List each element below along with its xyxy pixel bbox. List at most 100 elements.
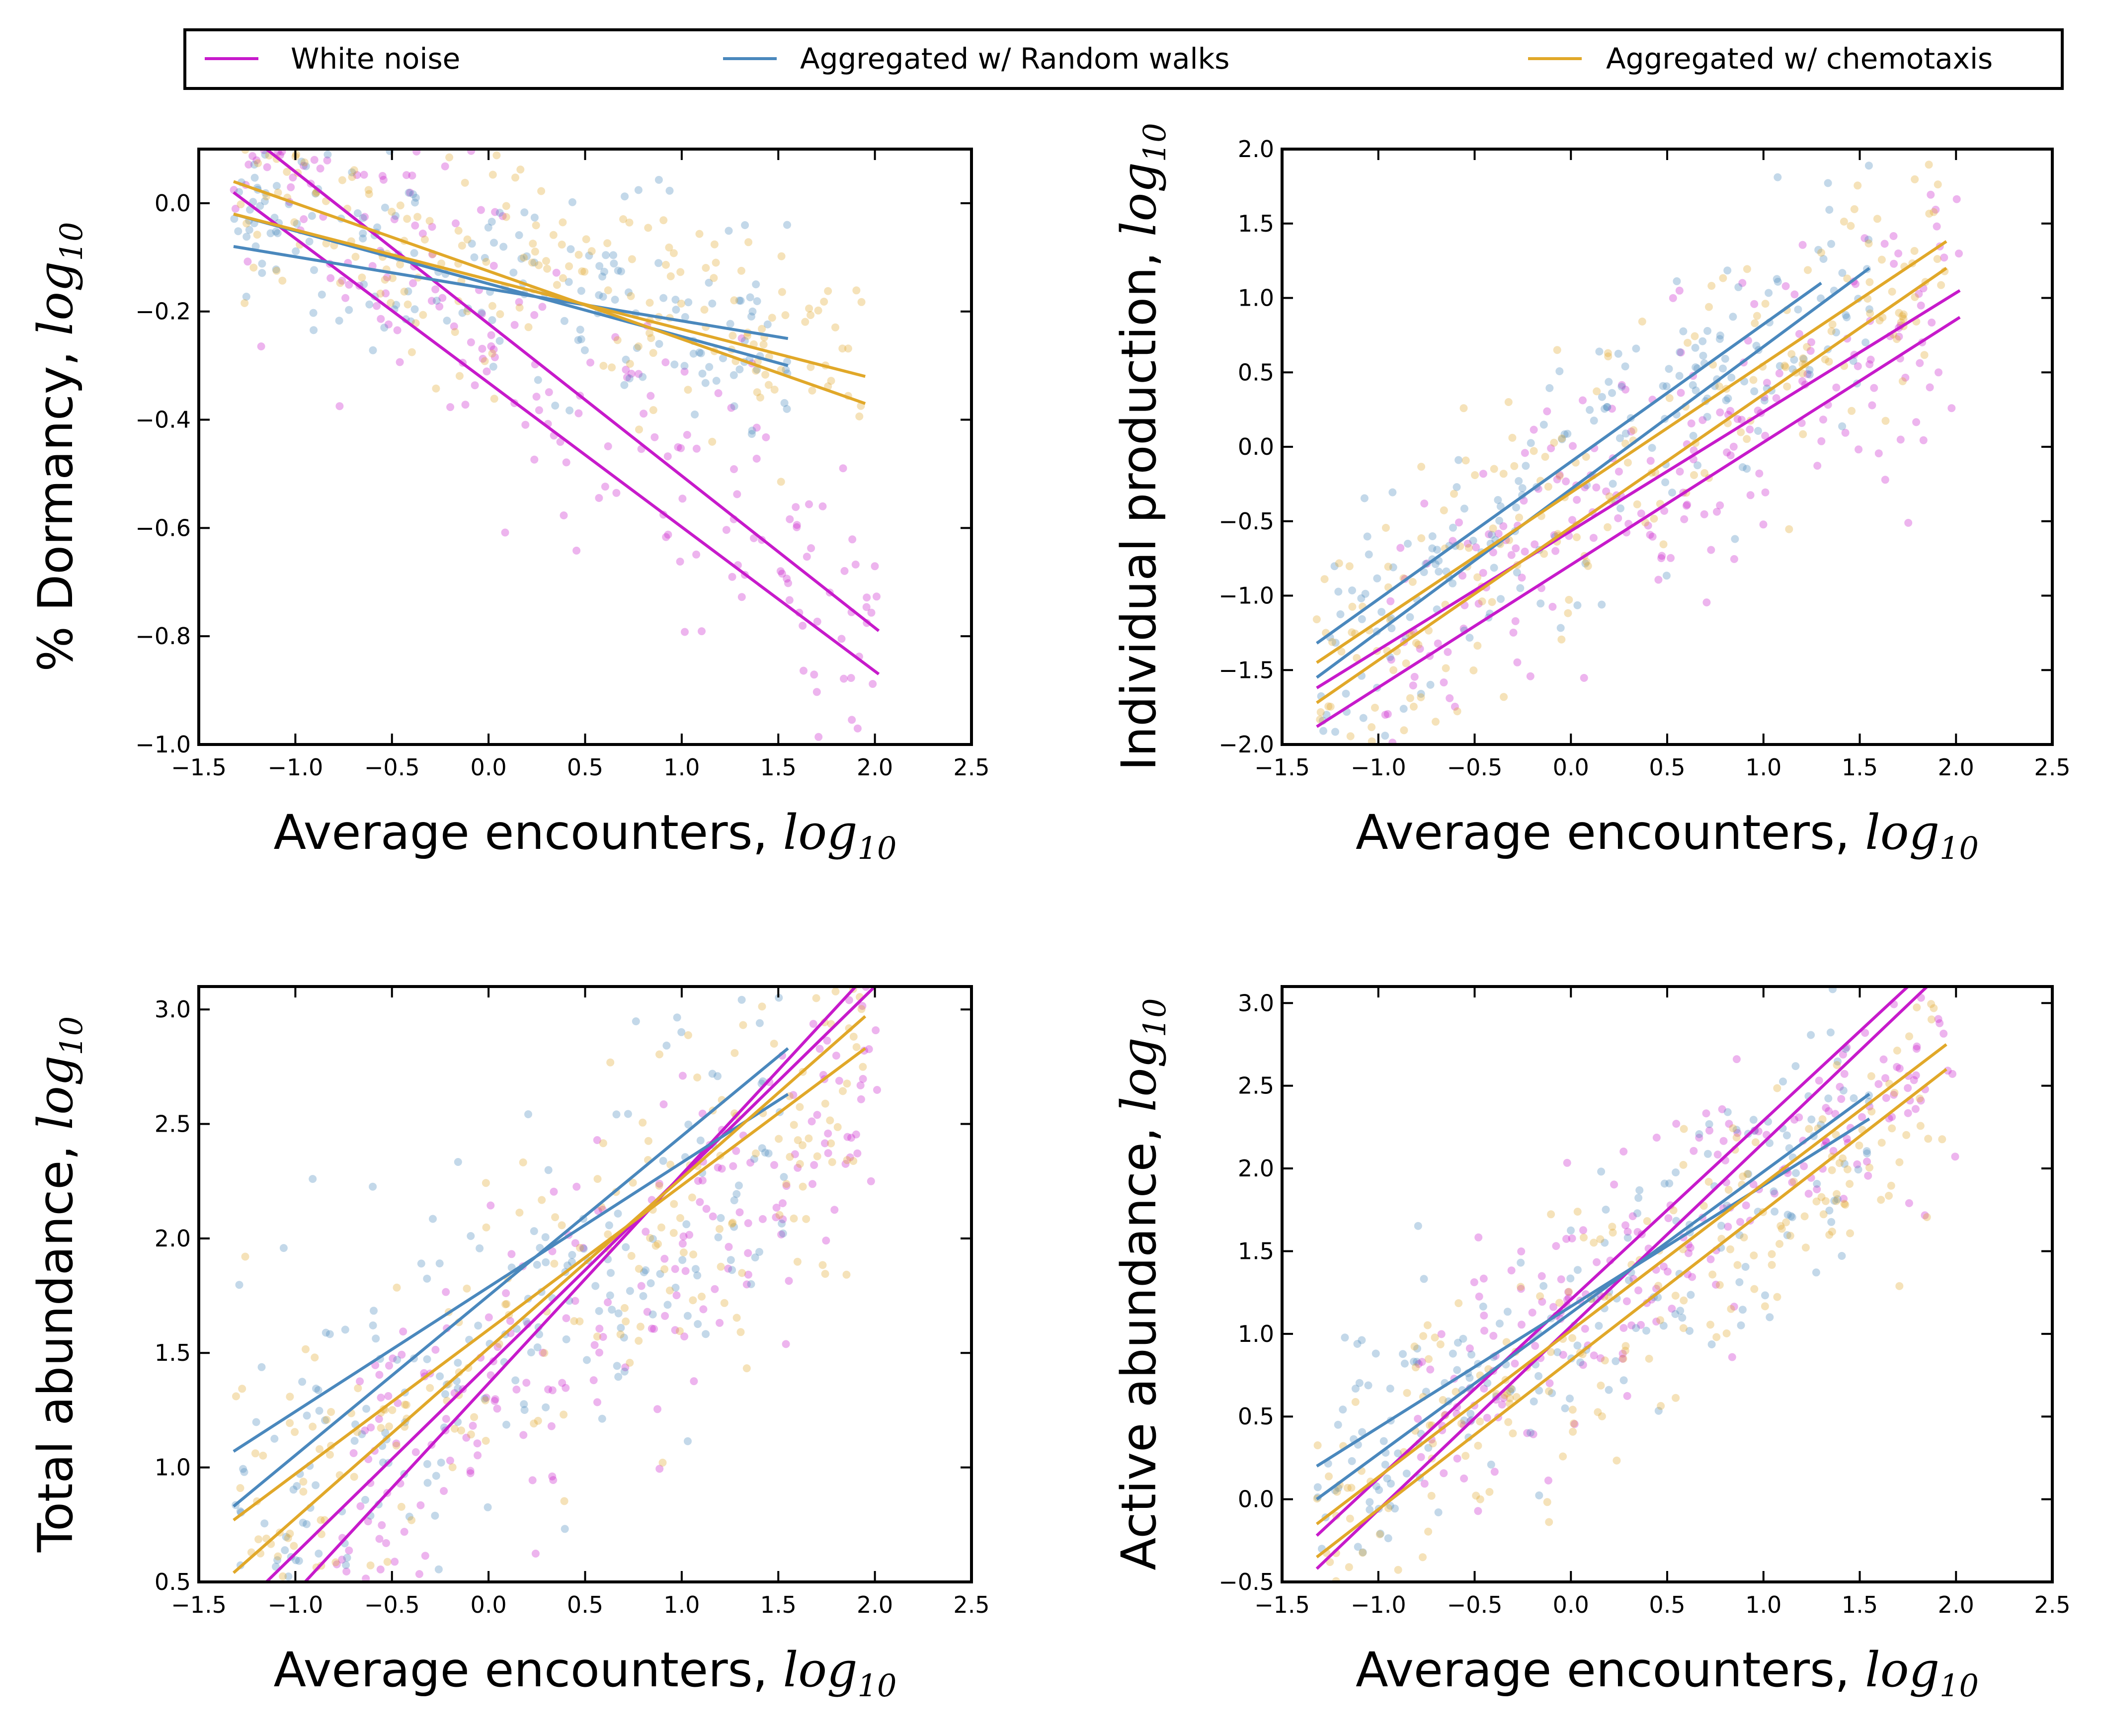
- active-abundance-white-noise-point: [1881, 1074, 1889, 1082]
- total-abundance-random-walks-point: [693, 1271, 702, 1280]
- dormancy-random-walks-point: [409, 190, 417, 198]
- dormancy-white-noise-point: [498, 212, 507, 220]
- active-abundance-chemotaxis-point: [1833, 1190, 1841, 1198]
- active-abundance-chemotaxis-point: [1867, 1107, 1876, 1116]
- active-abundance-white-noise-point: [1889, 1090, 1898, 1099]
- dormancy-random-walks-point: [273, 229, 282, 238]
- individual-production-white-noise-point: [1667, 554, 1675, 562]
- active-abundance-random-walks-point: [1503, 1308, 1512, 1316]
- total-abundance-random-walks-point: [758, 1144, 766, 1153]
- dormancy-xtick-label: 2.0: [857, 754, 893, 781]
- dormancy-white-noise-point: [373, 302, 381, 310]
- active-abundance-white-noise-point: [1888, 1113, 1896, 1121]
- individual-production-chemotaxis-point: [1737, 428, 1745, 436]
- active-abundance-random-walks-point: [1376, 1529, 1384, 1538]
- individual-production-random-walks-point: [1539, 420, 1548, 429]
- active-abundance-chemotaxis-point: [1885, 1192, 1893, 1200]
- active-abundance-ytick-label: 0.0: [1238, 1486, 1274, 1513]
- individual-production-random-walks-point: [1608, 389, 1616, 397]
- dormancy-random-walks-point: [746, 293, 754, 302]
- total-abundance-chemotaxis-point: [654, 1240, 662, 1248]
- total-abundance-chemotaxis-point: [377, 1424, 385, 1432]
- total-abundance-random-walks-point: [780, 1173, 788, 1181]
- dormancy-chemotaxis-point: [381, 275, 389, 284]
- dormancy-random-walks-point: [659, 294, 668, 302]
- panel-total-abundance: −1.5 −1.0 −0.5 0.0 0.5 1.0 1.5 2.0 2.50.51.01.52…: [28, 985, 990, 1704]
- active-abundance-chemotaxis-point: [1832, 1131, 1840, 1139]
- active-abundance-random-walks-point: [1619, 1376, 1628, 1385]
- individual-production-ytick-label: −1.0: [1218, 582, 1274, 609]
- individual-production-chemotaxis-point: [1934, 180, 1942, 189]
- dormancy-chemotaxis-point: [758, 325, 766, 333]
- total-abundance-chemotaxis-point: [606, 1058, 615, 1067]
- total-abundance-xtick-label: −1.0: [268, 1591, 323, 1618]
- total-abundance-white-noise-point: [466, 1469, 475, 1478]
- total-abundance-white-noise-point: [531, 1550, 540, 1558]
- individual-production-random-walks-point: [1738, 463, 1747, 471]
- dormancy-chemotaxis-point: [666, 272, 675, 280]
- total-abundance-chemotaxis-point: [616, 1330, 625, 1338]
- active-abundance-white-noise-point: [1480, 1312, 1488, 1320]
- dormancy-chemotaxis-point: [838, 344, 847, 353]
- dormancy-random-walks-point: [489, 362, 497, 371]
- dormancy-chemotaxis-point: [454, 227, 463, 235]
- active-abundance-random-walks-point: [1535, 1386, 1543, 1395]
- active-abundance-random-walks-point: [1723, 1108, 1732, 1116]
- active-abundance-white-noise-point: [1904, 1084, 1912, 1092]
- dormancy-chemotaxis-point: [351, 252, 360, 261]
- individual-production-white-noise-point: [1870, 384, 1878, 392]
- individual-production-chemotaxis-point: [1453, 707, 1461, 716]
- total-abundance-random-walks-point: [435, 1259, 444, 1268]
- dormancy-chemotaxis-point: [488, 349, 496, 358]
- total-abundance-random-walks-point: [659, 1157, 667, 1165]
- individual-production-chemotaxis-point: [1412, 639, 1420, 647]
- dormancy-random-walks-point: [311, 189, 320, 198]
- active-abundance-chemotaxis-point: [1503, 1389, 1511, 1398]
- total-abundance-chemotaxis-point: [599, 1139, 607, 1148]
- total-abundance-white-noise-point: [562, 1314, 570, 1323]
- active-abundance-chemotaxis-point: [1419, 1553, 1427, 1562]
- individual-production-chemotaxis-point: [1555, 472, 1564, 480]
- dormancy-random-walks-point: [242, 292, 250, 301]
- active-abundance-chemotaxis-point: [1751, 1138, 1760, 1147]
- panel-individual-production-xlabel: Average encounters, log10: [1356, 805, 1979, 866]
- total-abundance-chemotaxis-point: [402, 1401, 410, 1409]
- active-abundance-chemotaxis-point: [1461, 1452, 1470, 1460]
- active-abundance-random-walks-point: [1829, 987, 1837, 993]
- active-abundance-random-walks-point: [1526, 1428, 1535, 1437]
- dormancy-white-noise-point: [611, 333, 620, 341]
- dormancy-chemotaxis-point: [272, 266, 281, 275]
- active-abundance-white-noise-point: [1822, 1104, 1830, 1112]
- active-abundance-random-walks-point: [1732, 1126, 1741, 1134]
- active-abundance-chemotaxis-point: [1565, 1288, 1573, 1296]
- total-abundance-white-noise-point: [779, 1199, 787, 1207]
- active-abundance-white-noise-point: [1453, 1454, 1461, 1463]
- individual-production-white-noise-point: [1479, 569, 1487, 577]
- total-abundance-white-noise-point: [872, 1026, 880, 1034]
- active-abundance-chemotaxis-point: [1825, 1231, 1834, 1239]
- dormancy-random-walks-point: [600, 267, 608, 276]
- dormancy-white-noise-point: [431, 285, 440, 294]
- total-abundance-random-walks-point: [527, 1348, 535, 1357]
- panel-total-abundance-xlabel: Average encounters, log10: [274, 1642, 897, 1704]
- total-abundance-white-noise-point: [400, 1528, 408, 1536]
- total-abundance-chemotaxis-point: [290, 1542, 298, 1550]
- individual-production-chemotaxis-point: [1604, 352, 1613, 361]
- dormancy-random-walks-point: [622, 355, 630, 364]
- total-abundance-random-walks-point: [312, 1385, 320, 1393]
- active-abundance-white-noise-point: [1934, 1015, 1942, 1023]
- active-abundance-random-walks-point: [1487, 1460, 1495, 1469]
- dormancy-chemotaxis-point: [461, 178, 469, 187]
- active-abundance-white-noise-point: [1483, 1413, 1491, 1422]
- total-abundance-white-noise-point: [474, 1451, 482, 1460]
- total-abundance-chemotaxis-point: [325, 1451, 334, 1459]
- active-abundance-random-walks-point: [1383, 1474, 1391, 1483]
- dormancy-chemotaxis-point: [531, 248, 539, 256]
- individual-production-random-walks-point: [1679, 327, 1688, 335]
- individual-production-white-noise-point: [1700, 510, 1708, 518]
- dormancy-random-walks-fit-line-2: [233, 245, 789, 340]
- total-abundance-random-walks-point: [640, 1268, 648, 1276]
- total-abundance-white-noise-point: [758, 1215, 767, 1223]
- total-abundance-random-walks-point: [484, 1503, 492, 1511]
- total-abundance-chemotaxis-point: [426, 1384, 434, 1392]
